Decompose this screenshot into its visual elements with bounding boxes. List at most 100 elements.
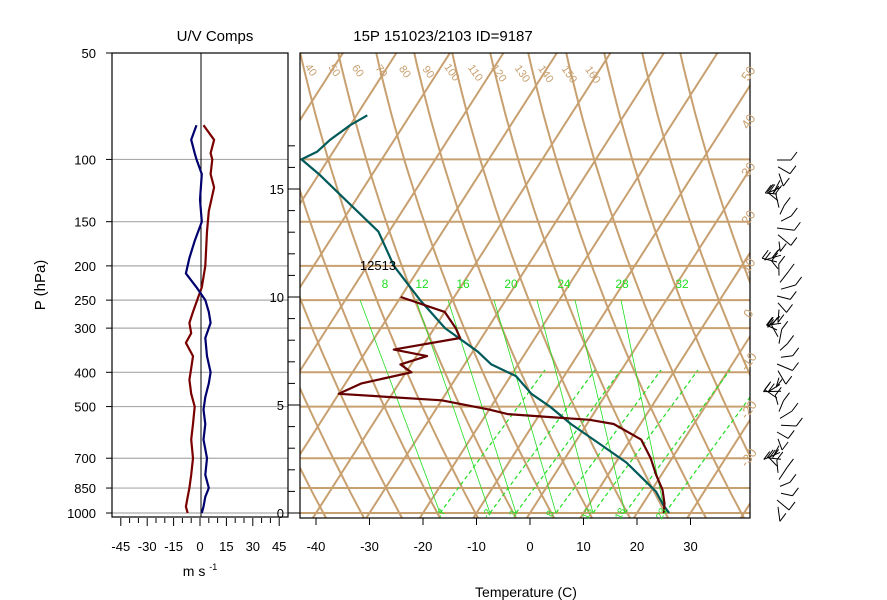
wind-barb-flag bbox=[783, 392, 790, 402]
moist-adiabat-label: 8 bbox=[545, 509, 558, 519]
isotherm-label: 150 bbox=[559, 64, 579, 86]
right-edge-label: 40 bbox=[738, 111, 759, 131]
isotherm-label: 130 bbox=[512, 63, 532, 85]
height-tick-label: 5 bbox=[277, 398, 284, 413]
wind-barb-flag bbox=[788, 501, 796, 511]
wind-barb bbox=[768, 383, 781, 393]
wind-barb bbox=[777, 309, 780, 323]
pressure-tick-label: 50 bbox=[82, 46, 96, 61]
wind-barb bbox=[776, 499, 790, 511]
pressure-tick-label: 250 bbox=[74, 293, 96, 308]
pressure-axis: 50 100 150 200 250 300 400 500 700 850 1000 bbox=[67, 46, 112, 521]
pressure-tick-label: 500 bbox=[74, 400, 96, 415]
wind-barb-flag bbox=[775, 185, 783, 194]
uv-x-tick-label: 15 bbox=[219, 539, 233, 554]
moist-adiabat-label: 3 bbox=[508, 509, 521, 519]
moist-adiabat-line bbox=[515, 369, 622, 514]
wind-barb-flag bbox=[779, 243, 787, 252]
skewt-isotherm bbox=[0, 53, 182, 518]
wind-barb bbox=[763, 451, 781, 460]
mixing-ratio-label: 20 bbox=[504, 277, 518, 291]
wind-barb bbox=[779, 343, 788, 351]
right-edge-label: 0 bbox=[740, 306, 756, 321]
temperature-tick-label: -30 bbox=[360, 539, 379, 554]
wind-barb bbox=[776, 431, 789, 439]
temperature-tick-label: -40 bbox=[307, 539, 326, 554]
wind-barbs bbox=[761, 151, 803, 522]
wind-barb-flag bbox=[787, 430, 795, 439]
moist-adiabat-line bbox=[439, 369, 546, 514]
temperature-tick-label: 0 bbox=[526, 539, 533, 554]
temperature-axis: -40 -30 -20 -10 0 10 20 30 bbox=[307, 518, 698, 554]
wind-barb-flag bbox=[792, 487, 799, 497]
wind-barb-flag bbox=[767, 183, 774, 193]
mixing-ratio-label: 12 bbox=[415, 277, 429, 291]
skewt-dry-adiabat bbox=[300, 465, 327, 518]
skewt-labels: 40 50 60 70 80 90 100 110 120 130 140 150 160 5040302… bbox=[302, 62, 760, 522]
mixing-ratio-label: 16 bbox=[456, 277, 470, 291]
wind-barb bbox=[777, 506, 781, 522]
right-edge-label: 10 bbox=[738, 255, 759, 275]
wind-barb-flag bbox=[790, 237, 798, 246]
moist-adiabat-line bbox=[489, 369, 596, 514]
wind-barb-flag bbox=[781, 441, 789, 451]
uv-series-0 bbox=[184, 124, 216, 514]
height-axis: 15 10 5 0 bbox=[270, 145, 300, 521]
wind-barb bbox=[778, 400, 784, 412]
skewt-isotherm bbox=[739, 501, 750, 518]
wind-barb-flag bbox=[777, 314, 785, 323]
wind-barb-flag bbox=[766, 316, 773, 326]
uv-pressure-gridlines bbox=[112, 158, 288, 514]
wind-barb-flag bbox=[787, 335, 795, 344]
wind-barb-flag bbox=[789, 474, 797, 483]
skewt-dry-adiabat bbox=[641, 53, 750, 378]
uv-x-axis-unit-exponent: -1 bbox=[209, 562, 217, 572]
wind-barb bbox=[768, 186, 782, 193]
wind-barb bbox=[777, 370, 787, 385]
skewt-dry-adiabat bbox=[679, 53, 750, 286]
uv-x-axis-unit: m s bbox=[183, 563, 206, 579]
wind-barb-flag bbox=[790, 151, 798, 161]
wind-barb-flag bbox=[774, 386, 782, 396]
skewt-isotherm bbox=[418, 53, 719, 518]
skewt-dry-adiabat bbox=[300, 187, 441, 518]
skewt-isotherm bbox=[300, 53, 505, 373]
wind-barb-flag bbox=[792, 362, 799, 371]
wind-barb-flag bbox=[792, 347, 800, 357]
skewt-isotherm bbox=[579, 250, 750, 518]
isotherm-label: 120 bbox=[488, 63, 508, 85]
uv-series-1 bbox=[184, 124, 212, 514]
skewt-series-1 bbox=[337, 295, 666, 514]
wind-barb bbox=[780, 284, 796, 290]
uv-x-tick-label: 0 bbox=[196, 539, 203, 554]
wind-barb bbox=[779, 205, 785, 215]
wind-barb bbox=[780, 492, 793, 497]
wind-barb-flag bbox=[787, 263, 795, 273]
wind-barb bbox=[768, 457, 778, 467]
wind-barb-flag bbox=[766, 449, 774, 459]
isotherm-label: 70 bbox=[373, 63, 390, 80]
temperature-tick-label: -10 bbox=[467, 539, 486, 554]
wind-barb-flag bbox=[764, 381, 772, 390]
moist-adiabat-label: 18 bbox=[613, 506, 628, 521]
temperature-tick-label: 20 bbox=[630, 539, 644, 554]
wind-barb bbox=[777, 302, 787, 313]
isotherm-label: 60 bbox=[349, 63, 366, 80]
wind-barb bbox=[764, 389, 778, 399]
wind-barb bbox=[777, 166, 791, 175]
moist-adiabat-label: 23 bbox=[654, 506, 669, 521]
uv-x-tick-label: 30 bbox=[246, 539, 260, 554]
wind-barb-flag bbox=[791, 402, 799, 412]
skewt-isotherm bbox=[300, 53, 398, 206]
height-tick-label: 0 bbox=[277, 506, 284, 521]
pressure-tick-label: 200 bbox=[74, 259, 96, 274]
wind-barb-flag bbox=[778, 255, 786, 265]
isotherm-label: 40 bbox=[302, 62, 319, 79]
skewt-annotation: 12513 bbox=[360, 258, 396, 273]
skewt-series-0 bbox=[300, 114, 670, 514]
wind-barb bbox=[774, 395, 779, 405]
mixing-ratio-label: 32 bbox=[675, 277, 689, 291]
skewt-dry-adiabat bbox=[603, 53, 750, 459]
mixing-ratio-line bbox=[574, 299, 626, 514]
wind-barb bbox=[778, 173, 784, 187]
